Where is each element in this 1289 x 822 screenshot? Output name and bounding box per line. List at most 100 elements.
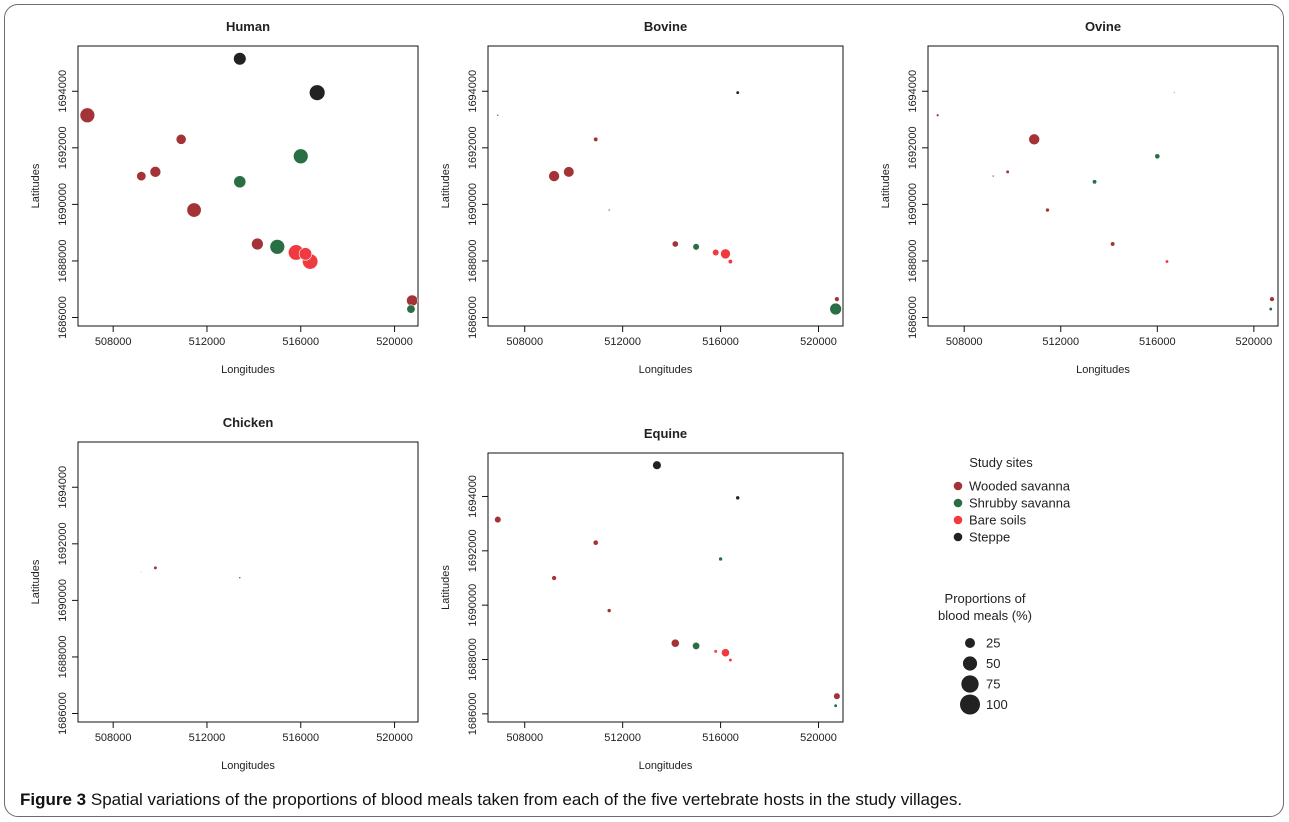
x-tick-label-ovine-508000: 508000	[946, 336, 983, 348]
y-tick-label-equine-1692000: 1692000	[467, 529, 479, 572]
point-human-wooded-savanna-11	[406, 294, 419, 307]
x-tick-label-equine-512000: 512000	[604, 732, 641, 744]
x-tick-label-ovine-516000: 516000	[1139, 336, 1176, 348]
point-equine-bare-soils-12	[713, 649, 718, 654]
x-tick-label-ovine-512000: 512000	[1042, 336, 1079, 348]
point-equine-bare-soils-13	[728, 658, 733, 663]
panel-title-ovine: Ovine	[1085, 19, 1121, 34]
x-axis-label-bovine: Longitudes	[639, 364, 693, 376]
panel-equine: Equine 508000 512000 516000 520000 1686000 168…	[440, 426, 844, 772]
point-ovine-wooded-savanna-9	[935, 113, 940, 118]
y-tick-label-chicken-1690000: 1690000	[57, 579, 69, 622]
point-ovine-steppe-11	[1173, 91, 1176, 94]
y-axis-label-bovine: Latitudes	[440, 163, 452, 208]
legend-sites: Wooded savanna Shrubby savanna Bare soils S…	[953, 479, 1071, 545]
y-tick-label-ovine-1692000: 1692000	[907, 126, 919, 169]
legend-marker-steppe	[953, 532, 963, 542]
y-tick-label-ovine-1688000: 1688000	[907, 240, 919, 283]
x-tick-label-chicken-520000: 520000	[376, 732, 413, 744]
y-tick-label-equine-1690000: 1690000	[467, 584, 479, 627]
size-legend-marker-50	[962, 656, 978, 671]
panel-title-bovine: Bovine	[644, 19, 687, 34]
plot-frame-equine	[487, 452, 844, 723]
point-chicken-shrubby-savanna-1	[238, 576, 242, 580]
point-bovine-wooded-savanna-12	[607, 208, 611, 212]
point-bovine-bare-soils-3	[720, 248, 731, 260]
y-axis-label-human: Latitudes	[30, 163, 42, 208]
y-tick-label-ovine-1690000: 1690000	[907, 183, 919, 226]
legend-label-steppe: Steppe	[969, 530, 1010, 545]
point-human-shrubby-savanna-15	[406, 304, 416, 314]
point-ovine-wooded-savanna-3	[1110, 241, 1116, 247]
legend-label-shrubby-savanna: Shrubby savanna	[969, 496, 1071, 511]
point-bovine-wooded-savanna-7	[834, 296, 840, 302]
size-legend-label-100: 100	[986, 697, 1008, 712]
x-axis-label-human: Longitudes	[221, 364, 275, 376]
size-legend-title-1: Proportions of	[945, 591, 1026, 606]
y-axis-label-chicken: Latitudes	[30, 559, 42, 604]
point-human-wooded-savanna-6	[186, 202, 202, 218]
y-tick-label-chicken-1692000: 1692000	[57, 522, 69, 565]
point-equine-bare-soils-2	[721, 648, 730, 658]
caption-text: Spatial variations of the proportions of…	[90, 790, 963, 809]
x-axis-label-equine: Longitudes	[639, 760, 693, 772]
x-tick-label-chicken-516000: 516000	[282, 732, 319, 744]
point-ovine-shrubby-savanna-7	[1268, 306, 1273, 312]
point-human-wooded-savanna-14	[136, 171, 147, 182]
y-tick-label-equine-1694000: 1694000	[467, 475, 479, 518]
x-tick-label-chicken-508000: 508000	[95, 732, 132, 744]
y-tick-label-chicken-1694000: 1694000	[57, 466, 69, 509]
point-ovine-bare-soils-8	[1164, 259, 1169, 264]
y-tick-label-human-1692000: 1692000	[57, 126, 69, 169]
figure-caption: Figure 3 Spatial variations of the propo…	[20, 790, 962, 810]
figure-frame	[4, 4, 1284, 817]
point-human-shrubby-savanna-9	[233, 175, 247, 189]
size-legend-marker-100	[960, 694, 980, 715]
point-equine-shrubby-savanna-10	[718, 556, 723, 562]
size-legend-label-50: 50	[986, 656, 1000, 671]
point-bovine-wooded-savanna-8	[593, 136, 599, 142]
y-tick-label-bovine-1692000: 1692000	[467, 126, 479, 169]
y-tick-label-ovine-1686000: 1686000	[907, 296, 919, 339]
point-chicken-bare-soils-2	[140, 571, 143, 574]
y-tick-label-chicken-1686000: 1686000	[57, 692, 69, 735]
y-axis-label-equine: Latitudes	[440, 565, 452, 610]
y-tick-label-ovine-1694000: 1694000	[907, 70, 919, 113]
caption-label: Figure 3	[20, 790, 87, 809]
point-bovine-wooded-savanna-6	[671, 240, 679, 248]
point-ovine-wooded-savanna-0	[1028, 133, 1040, 146]
point-equine-steppe-9	[735, 495, 741, 501]
y-tick-label-bovine-1690000: 1690000	[467, 183, 479, 226]
point-ovine-shrubby-savanna-4	[1092, 179, 1098, 185]
panel-title-equine: Equine	[644, 426, 687, 441]
point-bovine-bare-soils-9	[727, 258, 733, 265]
point-bovine-shrubby-savanna-0	[829, 302, 842, 316]
x-tick-label-human-520000: 520000	[376, 336, 413, 348]
x-tick-label-equine-508000: 508000	[506, 732, 543, 744]
point-bovine-wooded-savanna-1	[548, 170, 560, 182]
point-chicken-wooded-savanna-0	[153, 565, 158, 570]
legend-marker-wooded-savanna	[953, 481, 963, 491]
x-tick-label-human-512000: 512000	[189, 336, 226, 348]
point-bovine-wooded-savanna-11	[496, 113, 500, 117]
point-equine-wooded-savanna-1	[670, 638, 680, 648]
x-tick-label-bovine-512000: 512000	[604, 336, 641, 348]
point-ovine-wooded-savanna-2	[1269, 296, 1275, 302]
y-tick-label-human-1690000: 1690000	[57, 183, 69, 226]
panel-title-chicken: Chicken	[223, 415, 274, 430]
x-axis-label-chicken: Longitudes	[221, 760, 275, 772]
point-ovine-shrubby-savanna-1	[1154, 153, 1161, 160]
point-human-steppe-7	[233, 52, 247, 66]
point-equine-shrubby-savanna-11	[833, 703, 838, 708]
y-tick-label-equine-1686000: 1686000	[467, 692, 479, 735]
size-legend-label-25: 25	[986, 636, 1000, 651]
legend-marker-bare-soils	[953, 515, 963, 525]
size-legend-title-2: blood meals (%)	[938, 608, 1032, 623]
point-equine-wooded-savanna-4	[494, 515, 502, 524]
y-tick-label-bovine-1686000: 1686000	[467, 296, 479, 339]
y-tick-label-human-1686000: 1686000	[57, 296, 69, 339]
point-ovine-wooded-savanna-10	[991, 174, 995, 178]
point-bovine-bare-soils-5	[712, 248, 720, 257]
legend-sizes: 25 50 75 100	[960, 636, 1008, 715]
y-tick-label-human-1694000: 1694000	[57, 70, 69, 113]
